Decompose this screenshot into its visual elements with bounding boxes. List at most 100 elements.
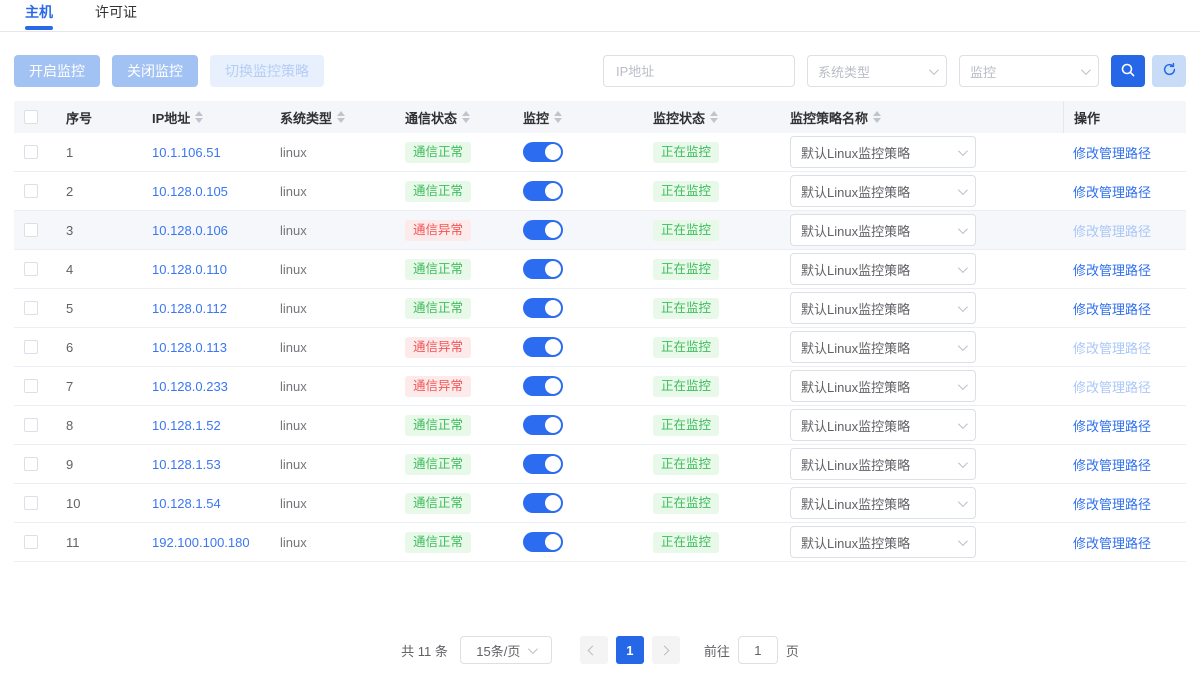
- policy-select[interactable]: 默认Linux监控策略: [790, 487, 976, 519]
- chevron-down-icon: [528, 643, 539, 654]
- action-link[interactable]: 修改管理路径: [1073, 418, 1152, 434]
- row-checkbox[interactable]: [24, 496, 38, 510]
- stop-monitor-button[interactable]: 关闭监控: [112, 55, 198, 87]
- row-checkbox[interactable]: [24, 262, 38, 276]
- row-checkbox[interactable]: [24, 301, 38, 315]
- start-monitor-button[interactable]: 开启监控: [14, 55, 100, 87]
- row-checkbox[interactable]: [24, 184, 38, 198]
- ip-link[interactable]: 10.128.0.105: [152, 183, 228, 199]
- ip-link[interactable]: 10.128.0.112: [152, 300, 227, 316]
- sort-icon[interactable]: [337, 111, 346, 123]
- action-link[interactable]: 修改管理路径: [1073, 184, 1152, 200]
- tab-hosts[interactable]: 主机: [25, 0, 53, 31]
- system-type-select[interactable]: 系统类型: [807, 55, 947, 87]
- monitor-filter-select[interactable]: 监控: [959, 55, 1099, 87]
- row-checkbox[interactable]: [24, 535, 38, 549]
- monitor-toggle[interactable]: [523, 259, 563, 279]
- ip-link[interactable]: 10.128.1.52: [152, 417, 221, 433]
- tab-licenses[interactable]: 许可证: [95, 0, 137, 31]
- monitor-toggle[interactable]: [523, 337, 563, 357]
- sort-icon[interactable]: [462, 111, 471, 123]
- policy-select[interactable]: 默认Linux监控策略: [790, 292, 976, 324]
- action-link[interactable]: 修改管理路径: [1073, 262, 1152, 278]
- ip-link[interactable]: 10.128.0.233: [152, 378, 228, 394]
- monitor-toggle[interactable]: [523, 415, 563, 435]
- sort-icon[interactable]: [710, 111, 719, 123]
- policy-select[interactable]: 默认Linux监控策略: [790, 214, 976, 246]
- select-all-checkbox[interactable]: [24, 110, 38, 124]
- column-header-monitor-status[interactable]: 监控状态: [643, 108, 780, 127]
- action-link[interactable]: 修改管理路径: [1073, 457, 1152, 473]
- action-link[interactable]: 修改管理路径: [1073, 223, 1152, 239]
- monitor-toggle[interactable]: [523, 220, 563, 240]
- monitor-toggle[interactable]: [523, 142, 563, 162]
- prev-page-button[interactable]: [579, 636, 608, 664]
- sort-icon[interactable]: [873, 111, 882, 123]
- row-checkbox[interactable]: [24, 457, 38, 471]
- policy-select[interactable]: 默认Linux监控策略: [790, 409, 976, 441]
- policy-select-value: 默认Linux监控策略: [801, 457, 911, 473]
- monitor-toggle[interactable]: [523, 454, 563, 474]
- monitor-toggle[interactable]: [523, 493, 563, 513]
- ip-link[interactable]: 10.128.1.53: [152, 456, 221, 472]
- ip-filter-input[interactable]: [603, 55, 795, 87]
- monitor-toggle[interactable]: [523, 376, 563, 396]
- system-type-cell: linux: [280, 222, 307, 238]
- policy-select[interactable]: 默认Linux监控策略: [790, 370, 976, 402]
- ip-link[interactable]: 10.128.0.113: [152, 339, 227, 355]
- column-header-ip[interactable]: IP地址: [142, 108, 270, 127]
- row-index: 5: [66, 300, 74, 316]
- column-header-policy[interactable]: 监控策略名称: [780, 108, 1063, 127]
- row-checkbox[interactable]: [24, 418, 38, 432]
- ip-link[interactable]: 10.128.0.106: [152, 222, 228, 238]
- row-checkbox[interactable]: [24, 340, 38, 354]
- policy-select[interactable]: 默认Linux监控策略: [790, 175, 976, 207]
- policy-select[interactable]: 默认Linux监控策略: [790, 136, 976, 168]
- page-number-button[interactable]: 1: [615, 636, 644, 664]
- comm-status-badge: 通信正常: [405, 180, 472, 202]
- column-header-comm[interactable]: 通信状态: [395, 108, 513, 127]
- ip-link[interactable]: 10.128.0.110: [152, 261, 227, 277]
- system-type-cell: linux: [280, 534, 307, 550]
- search-button[interactable]: [1111, 55, 1145, 87]
- row-checkbox[interactable]: [24, 379, 38, 393]
- row-checkbox[interactable]: [24, 145, 38, 159]
- action-link[interactable]: 修改管理路径: [1073, 496, 1152, 512]
- action-link[interactable]: 修改管理路径: [1073, 340, 1152, 356]
- policy-select[interactable]: 默认Linux监控策略: [790, 448, 976, 480]
- policy-select[interactable]: 默认Linux监控策略: [790, 331, 976, 363]
- policy-select[interactable]: 默认Linux监控策略: [790, 526, 976, 558]
- ip-link[interactable]: 10.1.106.51: [152, 144, 221, 160]
- row-checkbox[interactable]: [24, 223, 38, 237]
- row-index: 3: [66, 222, 74, 238]
- policy-select-value: 默认Linux监控策略: [801, 496, 911, 512]
- refresh-button[interactable]: [1152, 55, 1186, 87]
- action-link[interactable]: 修改管理路径: [1073, 535, 1152, 551]
- action-link[interactable]: 修改管理路径: [1073, 379, 1152, 395]
- row-index: 1: [66, 144, 74, 160]
- monitor-toggle[interactable]: [523, 298, 563, 318]
- column-header-monitor[interactable]: 监控: [513, 108, 643, 127]
- sort-icon[interactable]: [195, 111, 204, 123]
- page-size-select[interactable]: 15条/页: [459, 636, 552, 664]
- toggle-knob: [545, 300, 561, 316]
- comm-status-badge: 通信正常: [405, 453, 472, 475]
- comm-status-badge: 通信正常: [405, 141, 472, 163]
- monitor-status-badge: 正在监控: [653, 375, 720, 397]
- action-link[interactable]: 修改管理路径: [1073, 145, 1152, 161]
- next-page-button[interactable]: [651, 636, 680, 664]
- switch-policy-button[interactable]: 切换监控策略: [210, 55, 324, 87]
- column-header-index: 序号: [66, 110, 93, 126]
- action-link[interactable]: 修改管理路径: [1073, 301, 1152, 317]
- toggle-knob: [545, 456, 561, 472]
- ip-link[interactable]: 192.100.100.180: [152, 534, 250, 550]
- ip-link[interactable]: 10.128.1.54: [152, 495, 221, 511]
- goto-page-input[interactable]: [737, 636, 778, 664]
- monitor-toggle[interactable]: [523, 181, 563, 201]
- sort-icon[interactable]: [554, 111, 563, 123]
- policy-select[interactable]: 默认Linux监控策略: [790, 253, 976, 285]
- row-index: 11: [66, 534, 80, 550]
- monitor-toggle[interactable]: [523, 532, 563, 552]
- policy-select-value: 默认Linux监控策略: [801, 262, 911, 278]
- column-header-system[interactable]: 系统类型: [270, 108, 395, 127]
